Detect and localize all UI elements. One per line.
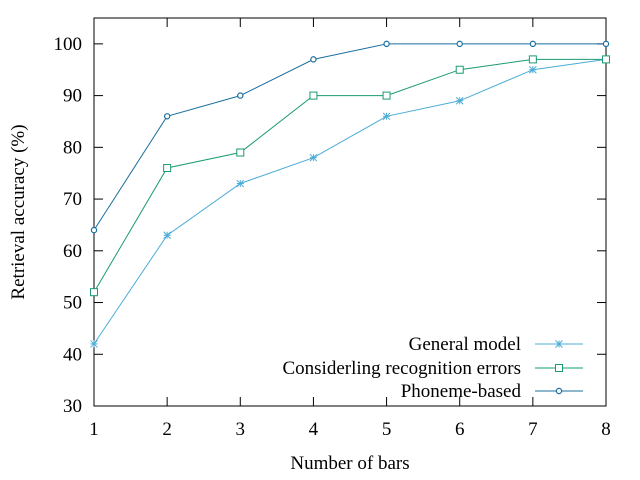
y-tick-label: 40 [63,344,82,365]
legend-marker [555,364,563,372]
data-point [236,179,245,188]
data-point [163,113,171,120]
data-point [236,148,245,157]
x-tick-label: 3 [236,419,246,440]
data-point [529,40,537,48]
series-layer [90,40,610,348]
data-point [90,340,98,348]
y-tick-label: 80 [63,137,82,158]
data-point [602,55,610,64]
data-point [456,40,463,48]
data-point [455,96,464,105]
x-tick-label: 4 [309,419,319,440]
x-tick-label: 7 [528,419,538,440]
x-tick-label: 6 [455,419,465,440]
data-point [382,91,391,100]
series-line [93,43,606,231]
y-tick-label: 70 [63,189,82,210]
y-tick-label: 60 [63,241,82,262]
data-point [310,56,317,63]
tick-labels: 30 40 50 60 70 80 90 100 1 2 3 4 5 6 7 8 [54,34,611,440]
legend-marker [555,387,563,395]
y-tick-label: 90 [63,86,82,107]
data-point [602,40,610,48]
data-point [382,112,391,121]
data-point [309,153,318,162]
data-point [383,40,390,48]
axis-ticks [93,18,607,407]
y-tick-label: 100 [54,34,83,55]
x-axis-label: Number of bars [290,453,409,474]
data-point [90,226,98,234]
x-tick-label: 8 [601,419,611,440]
series-line [93,58,607,345]
x-tick-label: 2 [162,419,172,440]
data-point [455,65,464,74]
plot-frame [93,17,607,407]
series-phoneme-based [90,40,610,234]
data-point [90,288,98,297]
data-point [309,91,318,100]
series-considerling-recognition-errors [90,55,610,297]
data-point [529,65,537,74]
data-point [237,92,244,99]
y-axis-label: Retrieval accuracy (%) [8,124,29,299]
series-line [93,58,606,293]
legend-label: General model [409,334,521,355]
legend-marker [555,340,563,348]
y-tick-label: 50 [63,293,82,314]
legend: General model Considerling recognition er… [282,334,583,402]
x-tick-label: 5 [382,419,392,440]
legend-label: Considerling recognition errors [282,358,521,379]
y-tick-label: 30 [63,396,82,417]
x-tick-label: 1 [89,419,99,440]
series-general-model [90,55,610,348]
data-point [163,164,172,173]
legend-label: Phoneme-based [401,381,522,402]
data-point [528,55,537,64]
data-point [163,231,171,240]
